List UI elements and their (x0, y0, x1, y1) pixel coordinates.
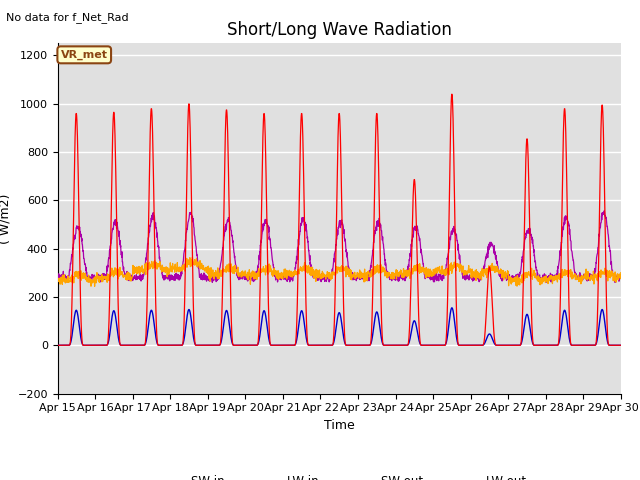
Text: No data for f_Net_Rad: No data for f_Net_Rad (6, 12, 129, 23)
Y-axis label: ( W/m2): ( W/m2) (0, 193, 12, 243)
X-axis label: Time: Time (324, 419, 355, 432)
Text: VR_met: VR_met (61, 50, 108, 60)
Title: Short/Long Wave Radiation: Short/Long Wave Radiation (227, 21, 452, 39)
Legend: SW in, LW in, SW out, LW out: SW in, LW in, SW out, LW out (147, 470, 531, 480)
